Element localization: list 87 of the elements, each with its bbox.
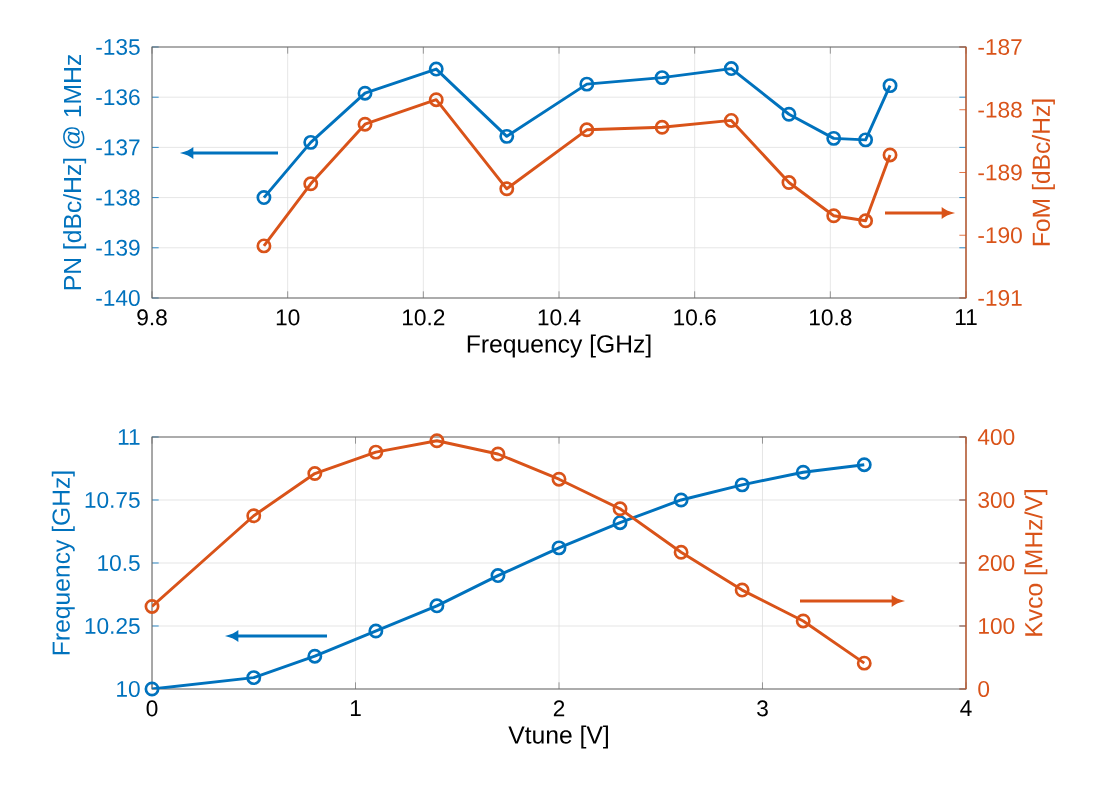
point <box>368 623 384 639</box>
x-axis-title: Frequency [GHz] <box>467 334 651 358</box>
y2-tick-label: 400 <box>977 428 1015 446</box>
point <box>673 544 689 560</box>
x-tick-label: 10.8 <box>810 309 852 326</box>
x-tick-label: 11 <box>955 309 977 325</box>
y-tick-label: 10.5 <box>98 554 140 572</box>
y2-tick-label: -188 <box>978 101 1022 118</box>
y-tick-label: 10 <box>117 680 140 698</box>
y2-tick-label: 100 <box>979 617 1015 635</box>
point <box>612 501 628 517</box>
y2-tick-label: 200 <box>978 554 1015 572</box>
x-tick-label: 9.8 <box>137 309 167 326</box>
point <box>144 598 160 614</box>
point <box>579 122 595 138</box>
point <box>551 471 567 487</box>
y-tick-label: -140 <box>96 289 140 307</box>
point <box>429 433 445 449</box>
point <box>826 208 842 224</box>
y-tick-label: -136 <box>96 89 140 106</box>
x-axis-title: Vtune [V] <box>508 725 608 749</box>
point <box>256 238 272 254</box>
x-tick-label: 1 <box>350 700 361 716</box>
y2-tick-label: -191 <box>978 289 1022 307</box>
point <box>654 70 670 86</box>
point <box>368 444 384 460</box>
y-tick-label: -135 <box>96 38 140 56</box>
point <box>856 655 872 671</box>
y-tick-label: -139 <box>96 239 140 256</box>
y2-axis-title: FoM [dBc/Hz] <box>1031 99 1055 246</box>
point <box>551 540 567 556</box>
point <box>795 613 811 629</box>
y2-tick-label: 0 <box>978 680 990 698</box>
point <box>499 128 515 144</box>
point <box>723 112 739 128</box>
point <box>856 457 872 473</box>
point <box>795 464 811 480</box>
x-tick-label: 3 <box>757 700 768 717</box>
x-tick-label: 10.2 <box>403 309 445 326</box>
y-tick-label: -138 <box>96 189 140 206</box>
y2-tick-label: -190 <box>978 227 1022 244</box>
x-tick-label: 10.6 <box>674 309 716 326</box>
point <box>144 681 160 697</box>
x-tick-label: 2 <box>553 700 565 717</box>
point <box>246 508 262 524</box>
x-tick-label: 4 <box>960 700 972 716</box>
point <box>307 648 323 664</box>
y2-axis-title: Kvco [MHz/V] <box>1024 490 1048 636</box>
x-tick-label: 10.4 <box>538 309 581 326</box>
point <box>612 515 628 531</box>
x-tick-label: 10 <box>276 309 300 326</box>
y-axis-title: PN [dBc/Hz] @ 1MHz <box>63 55 87 290</box>
point <box>654 119 670 135</box>
point <box>734 582 750 598</box>
point <box>858 132 874 148</box>
point <box>490 446 506 462</box>
point <box>673 492 689 508</box>
y-tick-label: 10.25 <box>85 617 140 635</box>
point <box>781 106 797 122</box>
point <box>499 181 515 197</box>
y2-tick-label: 300 <box>978 491 1015 509</box>
y-tick-label: -137 <box>96 139 140 156</box>
point <box>428 92 444 108</box>
point <box>882 147 898 163</box>
point <box>303 134 319 150</box>
point <box>826 130 842 146</box>
point <box>882 78 898 94</box>
point <box>303 176 319 192</box>
y-tick-label: 10.75 <box>85 491 140 509</box>
point <box>357 85 373 101</box>
point <box>858 213 874 229</box>
x-tick-label: 0 <box>146 700 158 717</box>
point <box>246 670 262 686</box>
point <box>357 116 373 132</box>
point <box>734 477 750 493</box>
y-axis-title: Frequency [GHz] <box>51 471 75 655</box>
y2-tick-label: -189 <box>978 164 1022 181</box>
point <box>307 466 323 482</box>
point <box>428 61 444 77</box>
point <box>781 175 797 190</box>
point <box>429 598 445 614</box>
point <box>723 61 739 77</box>
point <box>579 76 595 92</box>
y-tick-label: 11 <box>118 429 140 445</box>
point <box>490 568 506 584</box>
point <box>256 190 272 206</box>
y2-tick-label: -187 <box>978 38 1022 56</box>
